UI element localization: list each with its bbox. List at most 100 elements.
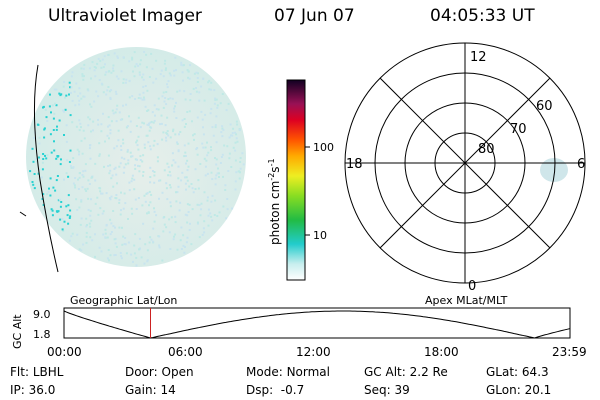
speckle-dot bbox=[89, 209, 92, 212]
speckle-dot bbox=[169, 205, 172, 208]
speckle-dot bbox=[161, 191, 164, 194]
speckle-dot bbox=[186, 179, 189, 182]
speckle-dot bbox=[119, 213, 122, 216]
speckle-dot bbox=[81, 75, 84, 78]
speckle-dot bbox=[105, 192, 108, 195]
speckle-dot bbox=[152, 240, 155, 243]
speckle-dot bbox=[144, 105, 147, 108]
speckle-dot bbox=[165, 103, 168, 106]
speckle-dot bbox=[58, 198, 61, 201]
speckle-dot bbox=[128, 60, 131, 63]
speckle-dot bbox=[125, 252, 128, 255]
speckle-dot bbox=[188, 77, 191, 80]
speckle-dot bbox=[166, 162, 169, 165]
speckle-dot bbox=[113, 52, 116, 55]
speckle-dot bbox=[75, 198, 78, 201]
speckle-dot bbox=[165, 139, 168, 142]
speckle-dot bbox=[122, 138, 124, 141]
speckle-dot bbox=[186, 169, 189, 172]
speckle-dot bbox=[227, 102, 230, 105]
speckle-dot bbox=[102, 112, 104, 115]
speckle-dot bbox=[164, 69, 167, 71]
speckle-dot bbox=[69, 165, 72, 168]
speckle-dot bbox=[82, 67, 85, 70]
speckle-dot bbox=[122, 171, 125, 174]
speckle-dot bbox=[133, 244, 136, 247]
speckle-dot bbox=[181, 64, 184, 67]
speckle-dot bbox=[100, 250, 103, 253]
speckle-dot bbox=[89, 236, 92, 239]
speckle-dot bbox=[194, 168, 197, 171]
speckle-dot bbox=[96, 62, 99, 65]
speckle-dot bbox=[62, 109, 64, 112]
speckle-dot bbox=[65, 94, 68, 97]
speckle-dot bbox=[100, 123, 103, 126]
speckle-dot bbox=[141, 98, 144, 101]
speckle-dot bbox=[150, 238, 153, 241]
speckle-dot bbox=[142, 154, 145, 157]
speckle-dot bbox=[106, 257, 109, 260]
speckle-dot bbox=[236, 140, 239, 143]
speckle-dot bbox=[144, 200, 147, 203]
speckle-dot bbox=[66, 159, 69, 162]
speckle-dot bbox=[130, 253, 133, 256]
speckle-dot bbox=[174, 221, 177, 224]
speckle-dot bbox=[188, 229, 191, 231]
speckle-dot bbox=[167, 80, 170, 83]
speckle-dot bbox=[216, 215, 219, 217]
speckle-dot bbox=[207, 214, 210, 217]
speckle-dot bbox=[135, 256, 138, 259]
speckle-dot bbox=[42, 158, 45, 160]
speckle-dot bbox=[200, 110, 203, 113]
speckle-dot bbox=[238, 177, 241, 180]
speckle-dot bbox=[85, 231, 88, 234]
status-filter-value: LBHL bbox=[32, 365, 64, 379]
speckle-dot bbox=[63, 178, 65, 181]
speckle-dot bbox=[199, 214, 202, 217]
speckle-dot bbox=[163, 223, 166, 226]
speckle-dot bbox=[210, 215, 213, 218]
speckle-dot bbox=[143, 122, 145, 125]
speckle-dot bbox=[45, 157, 48, 160]
colorbar-label-10: 10 bbox=[313, 229, 327, 242]
speckle-dot bbox=[183, 251, 186, 254]
speckle-dot bbox=[167, 98, 170, 101]
speckle-dot bbox=[173, 74, 176, 77]
speckle-dot bbox=[52, 186, 55, 189]
speckle-dot bbox=[183, 125, 186, 128]
speckle-dot bbox=[137, 64, 139, 67]
speckle-dot bbox=[120, 149, 123, 151]
speckle-dot bbox=[187, 211, 190, 213]
speckle-dot bbox=[110, 71, 113, 74]
speckle-dot bbox=[153, 119, 156, 122]
speckle-dot bbox=[115, 194, 118, 196]
speckle-dot bbox=[165, 131, 168, 134]
colorbar-unit-label: photon cm-2s-1 bbox=[267, 158, 282, 245]
speckle-dot bbox=[231, 132, 234, 134]
speckle-dot bbox=[68, 239, 71, 242]
speckle-dot bbox=[173, 69, 176, 72]
speckle-dot bbox=[239, 157, 242, 159]
speckle-dot bbox=[221, 125, 224, 128]
speckle-dot bbox=[195, 71, 198, 74]
speckle-dot bbox=[161, 95, 164, 98]
speckle-dot bbox=[144, 85, 147, 87]
speckle-dot bbox=[90, 77, 92, 80]
speckle-dot bbox=[191, 208, 194, 211]
speckle-dot bbox=[83, 75, 85, 78]
speckle-dot bbox=[128, 96, 131, 99]
speckle-dot bbox=[221, 153, 224, 156]
speckle-dot bbox=[195, 87, 197, 89]
speckle-dot bbox=[182, 64, 185, 67]
mlt-label-12: 12 bbox=[470, 50, 487, 65]
speckle-dot bbox=[51, 214, 54, 217]
speckle-dot bbox=[122, 207, 125, 210]
speckle-dot bbox=[234, 131, 237, 134]
speckle-dot bbox=[178, 209, 181, 212]
speckle-dot bbox=[216, 172, 219, 175]
speckle-dot bbox=[137, 197, 140, 199]
speckle-dot bbox=[40, 176, 43, 179]
speckle-dot bbox=[93, 66, 96, 68]
speckle-dot bbox=[219, 102, 222, 105]
speckle-dot bbox=[107, 165, 110, 167]
